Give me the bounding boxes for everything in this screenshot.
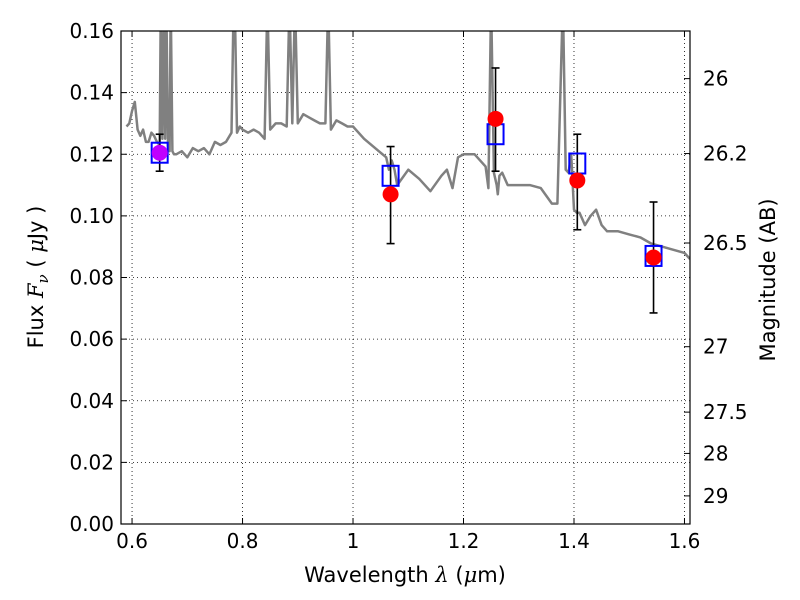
x-axis-mu: μ <box>464 563 478 587</box>
y2-tick-label: 26.2 <box>703 142 748 166</box>
y-tick-label: 0.00 <box>69 512 114 536</box>
y-axis-nu: ν <box>34 274 52 283</box>
tick-layer: 0.6 0.8 1 1.2 1.4 1.6 0.00 0.02 0.04 0.06 0.08 0.10… <box>69 19 747 553</box>
y-axis-label: Flux Fν ( μJy ) <box>24 206 52 349</box>
x-axis-lambda: λ <box>434 563 448 587</box>
x-tick-label: 1.2 <box>448 529 480 553</box>
x-tick-label: 1 <box>347 529 360 553</box>
x-axis-unit-open: ( <box>449 563 464 587</box>
y2-tick-label: 29 <box>703 484 728 508</box>
y-axis-label-prefix: Flux <box>24 298 48 348</box>
observed-point <box>487 110 504 127</box>
y-axis-unit-open: ( <box>24 253 48 275</box>
grid-layer <box>121 30 690 525</box>
observed-point <box>569 172 586 189</box>
observed-point <box>645 249 662 266</box>
y-tick-label: 0.12 <box>69 142 114 166</box>
y-axis-f: F <box>24 282 48 299</box>
y2-tick-label: 28 <box>703 441 728 465</box>
x-tick-label: 0.8 <box>227 529 259 553</box>
x-tick-label: 0.6 <box>116 529 148 553</box>
y-tick-label: 0.16 <box>69 19 114 43</box>
y-tick-label: 0.06 <box>69 327 114 351</box>
y-tick-label: 0.08 <box>69 266 114 290</box>
x-tick-label: 1.6 <box>669 529 701 553</box>
x-tick-label: 1.4 <box>558 529 590 553</box>
model-box-marker <box>644 244 663 267</box>
y2-tick-label: 27 <box>703 335 728 359</box>
x-axis-label-prefix: Wavelength <box>304 563 435 587</box>
y-axis-mu: μ <box>24 239 48 253</box>
x-axis-label: Wavelength λ (μm) <box>304 563 506 587</box>
y-axis-unit-rest: Jy ) <box>24 206 48 242</box>
observed-point <box>382 186 399 203</box>
y2-tick-label: 26 <box>703 67 728 91</box>
x-axis-unit-rest: m) <box>477 563 506 587</box>
y-tick-label: 0.10 <box>69 204 114 228</box>
observed-point <box>151 144 168 161</box>
y2-tick-label: 27.5 <box>703 400 748 424</box>
y2-axis-label: Magnitude (AB) <box>756 198 780 361</box>
y-tick-label: 0.02 <box>69 450 114 474</box>
y-tick-label: 0.14 <box>69 81 114 105</box>
y-tick-label: 0.04 <box>69 389 114 413</box>
model-box-marker <box>381 164 400 187</box>
spectrum-line <box>125 31 690 260</box>
plot-area <box>125 31 690 314</box>
y2-tick-label: 26.5 <box>703 231 748 255</box>
